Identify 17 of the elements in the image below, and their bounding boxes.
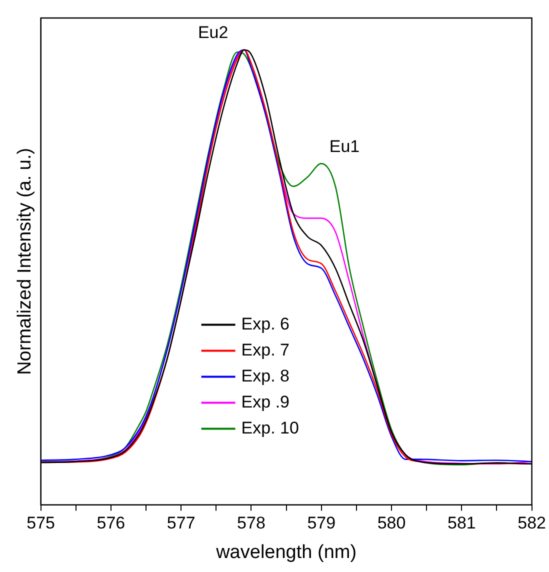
x-tick-label: 579 xyxy=(307,514,336,533)
x-tick-label: 580 xyxy=(377,514,406,533)
annotation: Eu1 xyxy=(329,136,360,156)
x-tick-label: 576 xyxy=(96,514,126,533)
y-axis-title: Normalized Intensity (a. u.) xyxy=(14,148,36,375)
x-tick-label: 578 xyxy=(237,514,266,533)
x-tick-label: 575 xyxy=(26,514,55,533)
x-axis-title: wavelength (nm) xyxy=(215,542,357,563)
legend-label: Exp. 8 xyxy=(241,366,290,386)
legend-label: Exp. 6 xyxy=(241,314,290,334)
legend-label: Exp. 10 xyxy=(241,418,299,438)
x-tick-label: 582 xyxy=(518,514,546,533)
legend-label: Exp .9 xyxy=(241,392,290,412)
legend-label: Exp. 7 xyxy=(241,340,290,360)
x-tick-label: 577 xyxy=(166,514,196,533)
x-tick-label: 581 xyxy=(447,514,476,533)
annotation: Eu2 xyxy=(198,23,228,42)
